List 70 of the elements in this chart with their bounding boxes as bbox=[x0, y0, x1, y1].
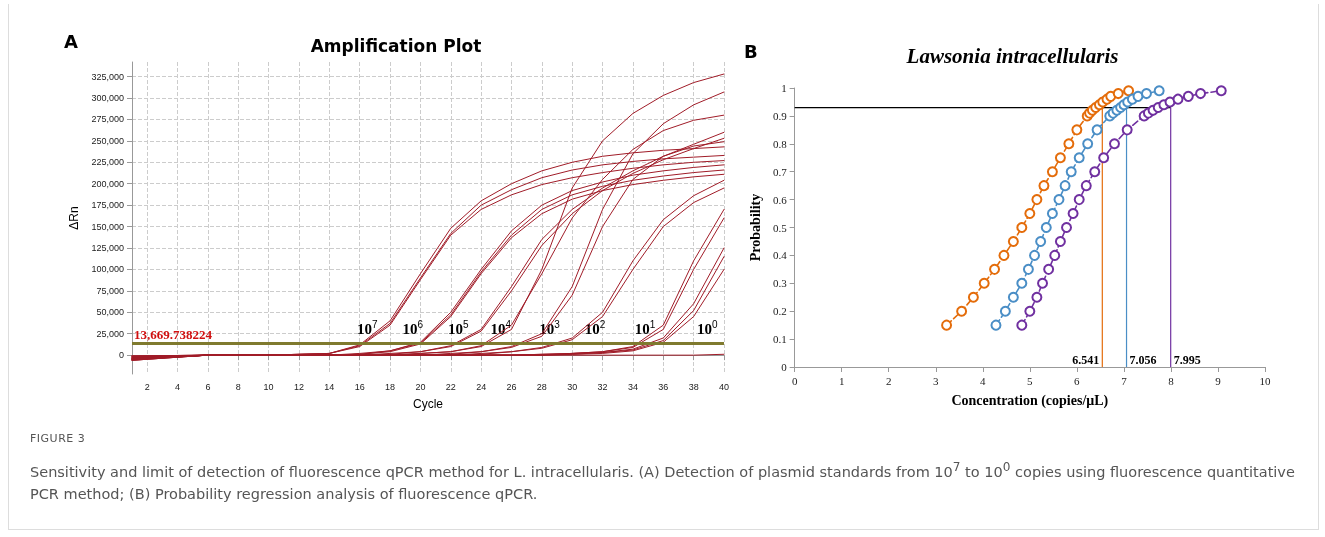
y-tick-label: 325,000 bbox=[91, 71, 124, 82]
x-tick-label: 40 bbox=[718, 381, 729, 392]
x-tick-label: 0 bbox=[791, 374, 798, 387]
x-tick-label: 4 bbox=[175, 381, 181, 392]
text: B bbox=[744, 40, 758, 62]
y-axis-title: Probability bbox=[747, 193, 763, 262]
x-tick-label: 9 bbox=[1215, 374, 1222, 387]
y-tick-label: 100,000 bbox=[91, 264, 124, 275]
x-tick-label: 36 bbox=[658, 381, 669, 392]
x-tick-label: 8 bbox=[1168, 374, 1175, 387]
x-tick-label: 7 bbox=[1121, 374, 1128, 387]
x-tick-label: 16 bbox=[354, 381, 365, 392]
y-tick-label: 150,000 bbox=[91, 221, 124, 232]
chart-title: Amplification Plot bbox=[310, 35, 482, 56]
x-tick-label: 28 bbox=[536, 381, 547, 392]
y-tick-label: 0.6 bbox=[772, 193, 788, 206]
y-tick-label: 25,000 bbox=[96, 328, 124, 339]
x-tick-label: 34 bbox=[627, 381, 638, 392]
y-tick-label: 0 bbox=[781, 361, 788, 373]
x-tick-label: 18 bbox=[385, 381, 396, 392]
y-tick-label: 75,000 bbox=[96, 285, 124, 296]
x-tick-label: 3 bbox=[933, 374, 940, 387]
x-tick-label: 10 bbox=[1259, 374, 1271, 387]
y-tick-label: 300,000 bbox=[91, 93, 124, 103]
y-tick-label: 1 bbox=[781, 82, 787, 94]
y-tick-label: 225,000 bbox=[91, 157, 124, 168]
y-tick-label: 0 bbox=[118, 350, 124, 361]
x-tick-label: 32 bbox=[597, 381, 608, 392]
x-tick-label: 30 bbox=[567, 381, 578, 392]
x-tick-label: 26 bbox=[506, 381, 517, 392]
x-axis-title: Concentration (copies/μL) bbox=[951, 392, 1109, 409]
y-tick-label: 275,000 bbox=[91, 114, 124, 125]
y-tick-label: 0.2 bbox=[772, 305, 787, 318]
ref-line-label: 6.541 bbox=[1072, 353, 1100, 367]
x-tick-label: 4 bbox=[980, 374, 987, 387]
y-tick-label: 0.7 bbox=[772, 165, 788, 178]
x-tick-label: 2 bbox=[144, 381, 150, 392]
text: A bbox=[64, 30, 78, 52]
y-tick-label: 0.3 bbox=[772, 277, 788, 290]
y-tick-label: 200,000 bbox=[91, 178, 124, 189]
text: Sensitivity and limit of detection of fluorescence qPCR method for L. intracellularis. (A) Detection of plasmid standards from 10$^{7}$ to 10$^{0}$ copies using fluorescence quantitative PCR method; (B) Probability regression analysis of fluorescence qPCR. bbox=[30, 460, 1295, 502]
y-tick-label: 0.5 bbox=[772, 221, 788, 234]
x-tick-label: 24 bbox=[476, 381, 487, 392]
ref-line-label: 7.995 bbox=[1173, 353, 1201, 367]
y-tick-label: 175,000 bbox=[91, 200, 124, 211]
y-axis-title: ΔRn bbox=[67, 206, 81, 230]
x-tick-label: 10 bbox=[263, 381, 274, 392]
x-tick-label: 20 bbox=[415, 381, 426, 392]
x-tick-label: 6 bbox=[1074, 374, 1081, 387]
chart-title: Lawsonia intracellularis bbox=[905, 43, 1119, 68]
x-tick-label: 1 bbox=[838, 374, 845, 387]
y-tick-label: 50,000 bbox=[96, 307, 124, 318]
ref-line-label: 7.056 bbox=[1129, 353, 1157, 367]
y-tick-label: 0.8 bbox=[772, 137, 788, 150]
caption: FIGURE 3 bbox=[30, 431, 87, 447]
x-tick-label: 6 bbox=[205, 381, 211, 392]
y-tick-label: 0.9 bbox=[772, 109, 788, 122]
y-tick-label: 0.4 bbox=[772, 249, 788, 262]
x-tick-label: 38 bbox=[688, 381, 699, 392]
x-tick-label: 8 bbox=[235, 381, 241, 392]
y-tick-label: 125,000 bbox=[91, 243, 124, 253]
y-tick-label: 0.1 bbox=[772, 333, 787, 346]
x-tick-label: 14 bbox=[324, 381, 335, 392]
ref-line-label: 13,669.738224 bbox=[134, 327, 213, 343]
x-axis-title: Cycle bbox=[412, 397, 444, 411]
y-tick-label: 250,000 bbox=[91, 135, 124, 146]
x-tick-label: 12 bbox=[293, 381, 304, 392]
x-tick-label: 22 bbox=[445, 381, 456, 392]
x-tick-label: 2 bbox=[885, 374, 892, 387]
x-tick-label: 5 bbox=[1027, 374, 1034, 387]
